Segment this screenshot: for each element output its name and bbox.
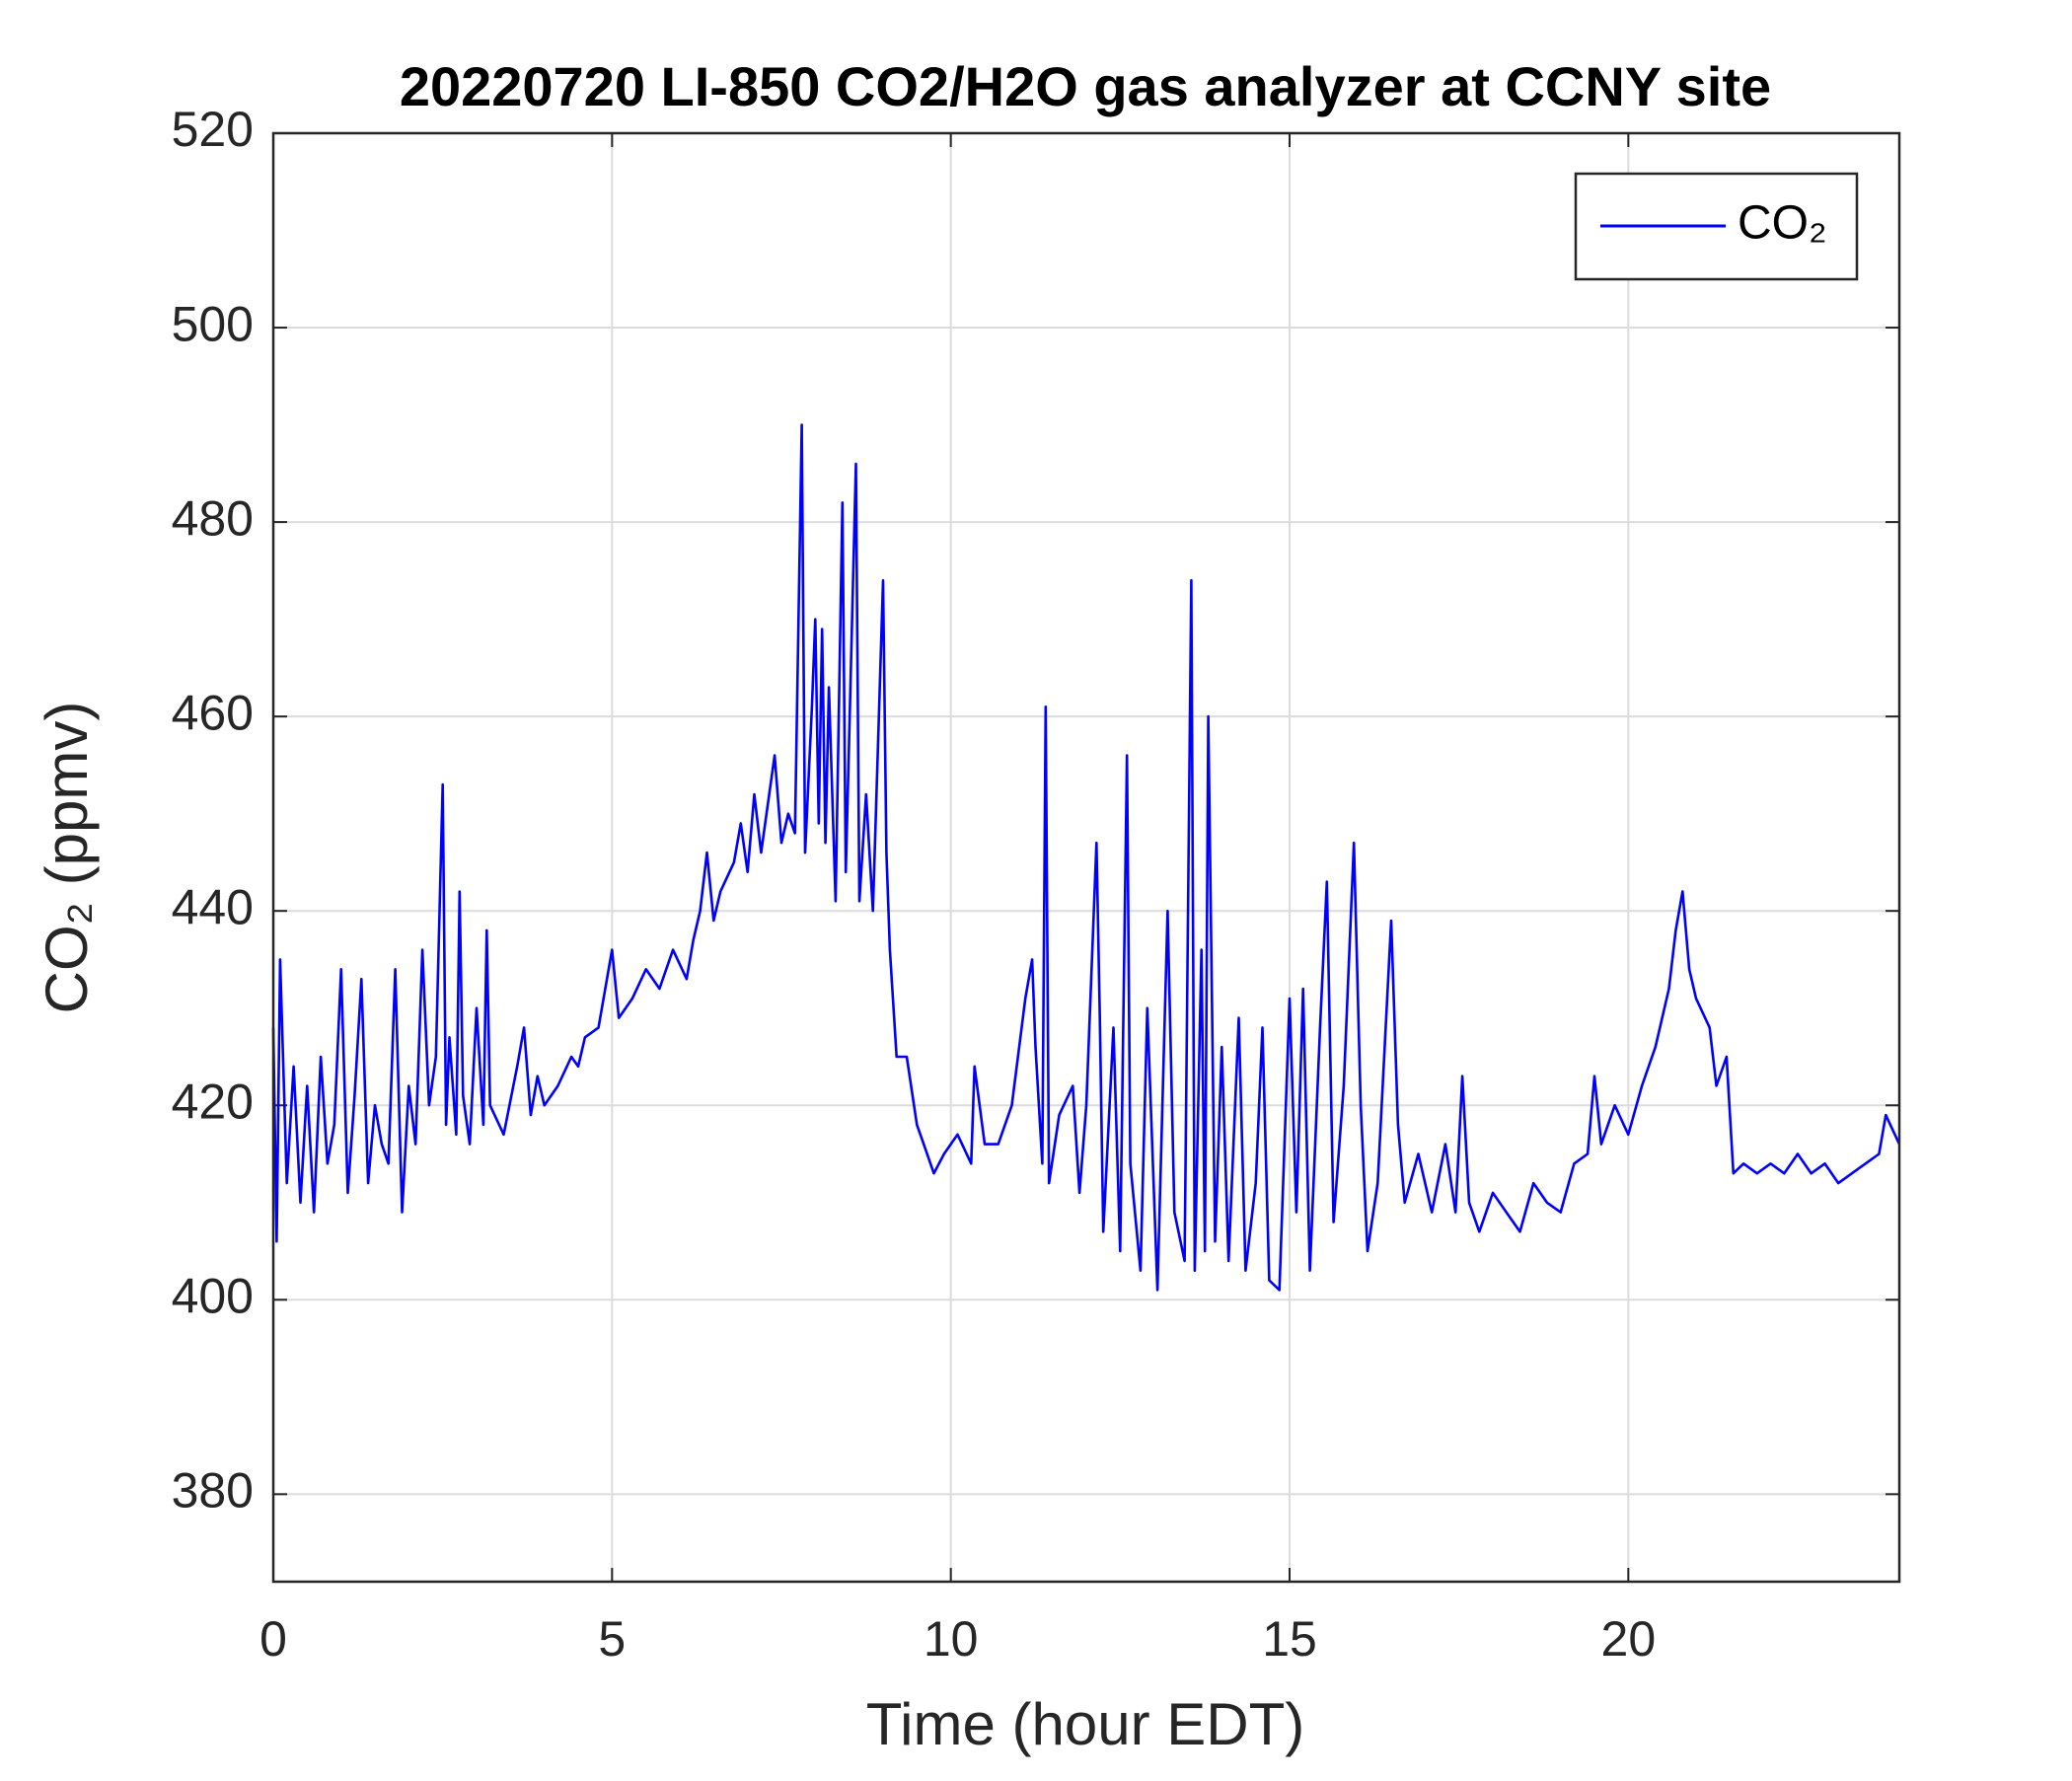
- x-tick-label: 5: [598, 1611, 626, 1667]
- x-axis-label: Time (hour EDT): [866, 1691, 1305, 1757]
- y-tick-label: 500: [172, 296, 254, 351]
- y-tick-label: 380: [172, 1463, 254, 1519]
- y-tick-label: 420: [172, 1074, 254, 1129]
- plot-frame: [271, 131, 1901, 1584]
- x-tick-label: 0: [259, 1611, 287, 1667]
- x-tick-label: 15: [1262, 1611, 1317, 1667]
- x-tick-label: 10: [924, 1611, 979, 1667]
- chart-title: 20220720 LI-850 CO2/H2O gas analyzer at …: [400, 55, 1771, 117]
- y-tick-label: 400: [172, 1268, 254, 1323]
- data-line: [271, 423, 1901, 1292]
- legend-label: CO₂: [1738, 197, 1827, 250]
- y-tick-label: 460: [172, 685, 254, 740]
- y-tick-label: 480: [172, 490, 254, 546]
- x-tick-label: 20: [1601, 1611, 1657, 1667]
- y-axis-label: CO₂ (ppmv): [34, 702, 100, 1014]
- y-tick-label: 520: [172, 102, 254, 157]
- y-tick-label: 440: [172, 879, 254, 934]
